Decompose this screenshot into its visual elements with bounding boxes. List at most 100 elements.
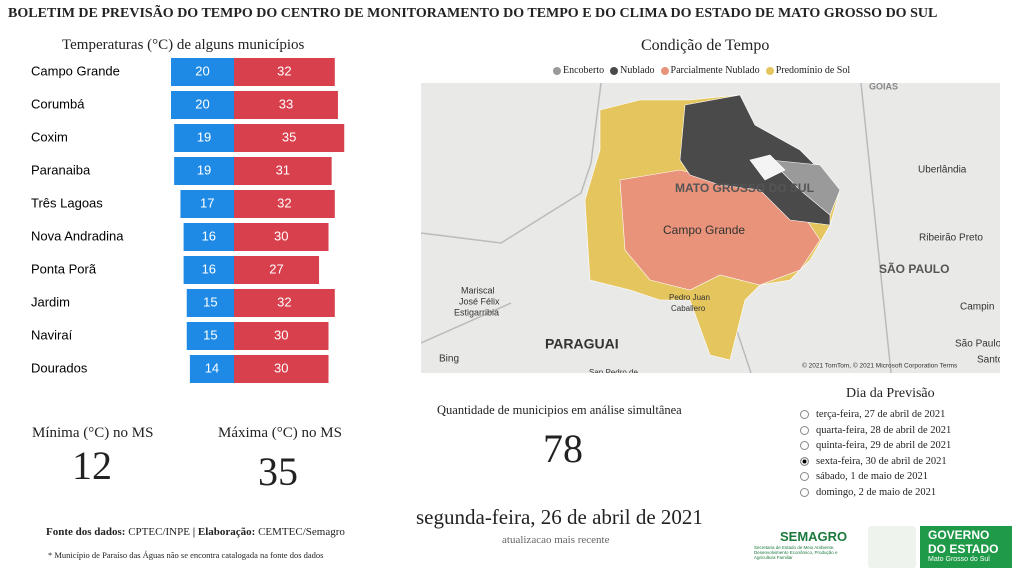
region-none	[749, 154, 786, 181]
legend-item: Encoberto	[553, 65, 604, 76]
min-bar	[183, 256, 234, 284]
source: CPTEC/INPE	[128, 526, 190, 538]
legend-item: Nublado	[610, 65, 655, 76]
min-value-label: 16	[202, 228, 216, 243]
max-value-label: 32	[277, 294, 291, 309]
map-label: Pedro Juan	[669, 293, 710, 302]
category-label: Corumbá	[31, 96, 85, 111]
category-label: Jardim	[31, 294, 70, 309]
max-value-label: 30	[274, 327, 288, 342]
semagro-logo: SEMAGRO	[780, 529, 848, 544]
legend-item: Predomínio de Sol	[765, 65, 851, 76]
option-label: quarta-feira, 28 de abril de 2021	[816, 424, 952, 436]
map-title: Condição de Tempo	[641, 37, 770, 54]
region-overcast	[769, 159, 841, 216]
map-label: José Félix	[459, 296, 500, 306]
forecast-option[interactable]: quinta-feira, 29 de abril de 2021	[800, 438, 951, 454]
category-label: Paranaiba	[31, 162, 91, 177]
legend-label: Nublado	[620, 65, 655, 76]
option-label: sexta-feira, 30 de abril de 2021	[816, 455, 947, 467]
max-value-label: 35	[282, 129, 296, 144]
max-label: Máxima (°C) no MS	[218, 425, 342, 441]
map-label: Estigarribia	[454, 307, 499, 317]
map-label: Mariscal	[461, 285, 495, 295]
category-label: Três Lagoas	[31, 195, 103, 210]
chart-title: Temperaturas (°C) de alguns municípios	[62, 37, 305, 53]
max-bar	[234, 58, 335, 86]
category-label: Dourados	[31, 360, 88, 375]
map-label: Santo	[977, 355, 1000, 366]
map-legend: Encoberto Nublado Parcialmente Nublado Pred…	[553, 65, 850, 76]
map-label: San Pedro de	[589, 368, 638, 373]
max-bar	[234, 355, 329, 383]
max-value-label: 27	[269, 261, 283, 276]
map-label: São Paulo	[955, 339, 1000, 350]
forecast-option[interactable]: terça-feira, 27 de abril de 2021	[800, 407, 951, 423]
radio	[800, 456, 809, 466]
footnote: * Município de Paraíso das Águas não se …	[48, 550, 324, 560]
forecast-option[interactable]: quarta-feira, 28 de abril de 2021	[800, 423, 951, 439]
legend-label: Predomínio de Sol	[775, 65, 851, 76]
gov-line3: Mato Grosso do Sul	[928, 556, 990, 563]
gov-line2: DO ESTADO	[928, 542, 999, 556]
legend-label: Parcialmente Nublado	[670, 65, 760, 76]
category-label: Naviraí	[31, 327, 73, 342]
min-bar	[186, 322, 234, 350]
map: GOIÁS Uberlândia MATO GROSSO DO SUL Campo G…	[421, 83, 1000, 373]
max-bar	[234, 223, 329, 251]
max-bar	[234, 157, 332, 185]
max-value-label: 32	[277, 63, 291, 78]
category-label: Nova Andradina	[31, 228, 124, 243]
category-label: Ponta Porã	[31, 261, 97, 276]
min-bar	[183, 223, 234, 251]
max-bar	[234, 289, 335, 317]
legend-item: Parcialmente Nublado	[660, 65, 760, 76]
min-bar	[174, 124, 234, 152]
radio	[800, 487, 809, 497]
gov-line1: GOVERNO	[928, 528, 990, 542]
forecast-option[interactable]: sexta-feira, 30 de abril de 2021	[800, 454, 951, 470]
min-value-label: 19	[197, 129, 211, 144]
legend-dot	[553, 66, 561, 75]
min-bar	[171, 91, 234, 119]
min-bar	[174, 157, 234, 185]
map-label: MATO GROSSO DO SUL	[675, 181, 814, 195]
source: Fonte dos dados: CPTEC/INPE | Elaboração…	[46, 526, 345, 538]
max-bar	[234, 190, 335, 218]
forecast-option[interactable]: domingo, 2 de maio de 2021	[800, 485, 951, 501]
min-value-label: 20	[195, 96, 209, 111]
map-label: Bing	[439, 354, 459, 365]
max-bar	[234, 256, 320, 284]
min-bar	[171, 58, 234, 86]
temperature-chart: Campo Grande 20 32 Corumbá 20 33 Coxim 19 35 Para…	[31, 58, 345, 383]
forecast-option[interactable]: sábado, 1 de maio de 2021	[800, 469, 951, 485]
map-label: Ribeirão Preto	[919, 233, 983, 244]
max-value-label: 31	[276, 162, 290, 177]
map-label: GOIÁS	[869, 83, 898, 91]
min-value-label: 15	[203, 327, 217, 342]
count-label: Quantidade de municipios em análise simu…	[437, 403, 682, 417]
legend-dot	[765, 66, 774, 75]
min-value-label: 19	[197, 162, 211, 177]
max-bar	[234, 322, 329, 350]
radio	[800, 472, 809, 482]
date-note: atualizacao mais recente	[502, 534, 610, 546]
min-bar	[186, 289, 234, 317]
radio	[800, 441, 809, 451]
map-label: SÃO PAULO	[879, 261, 949, 276]
map-label: Caballero	[671, 304, 706, 313]
legend-dot	[660, 66, 669, 75]
coat-of-arms	[868, 526, 916, 568]
page-title: BOLETIM DE PREVISÃO DO TEMPO DO CENTRO D…	[8, 6, 938, 21]
min-value-label: 16	[202, 261, 216, 276]
max-value: 35	[258, 449, 298, 494]
max-bar	[234, 91, 338, 119]
min-value-label: 20	[195, 63, 209, 78]
category-label: Campo Grande	[31, 63, 120, 78]
map-label: PARAGUAI	[545, 336, 619, 352]
option-label: sábado, 1 de maio de 2021	[816, 471, 928, 483]
min-bar	[180, 190, 234, 218]
max-value-label: 33	[279, 96, 293, 111]
map-attribution: © 2021 TomTom, © 2021 Microsoft Corporat…	[802, 362, 958, 370]
